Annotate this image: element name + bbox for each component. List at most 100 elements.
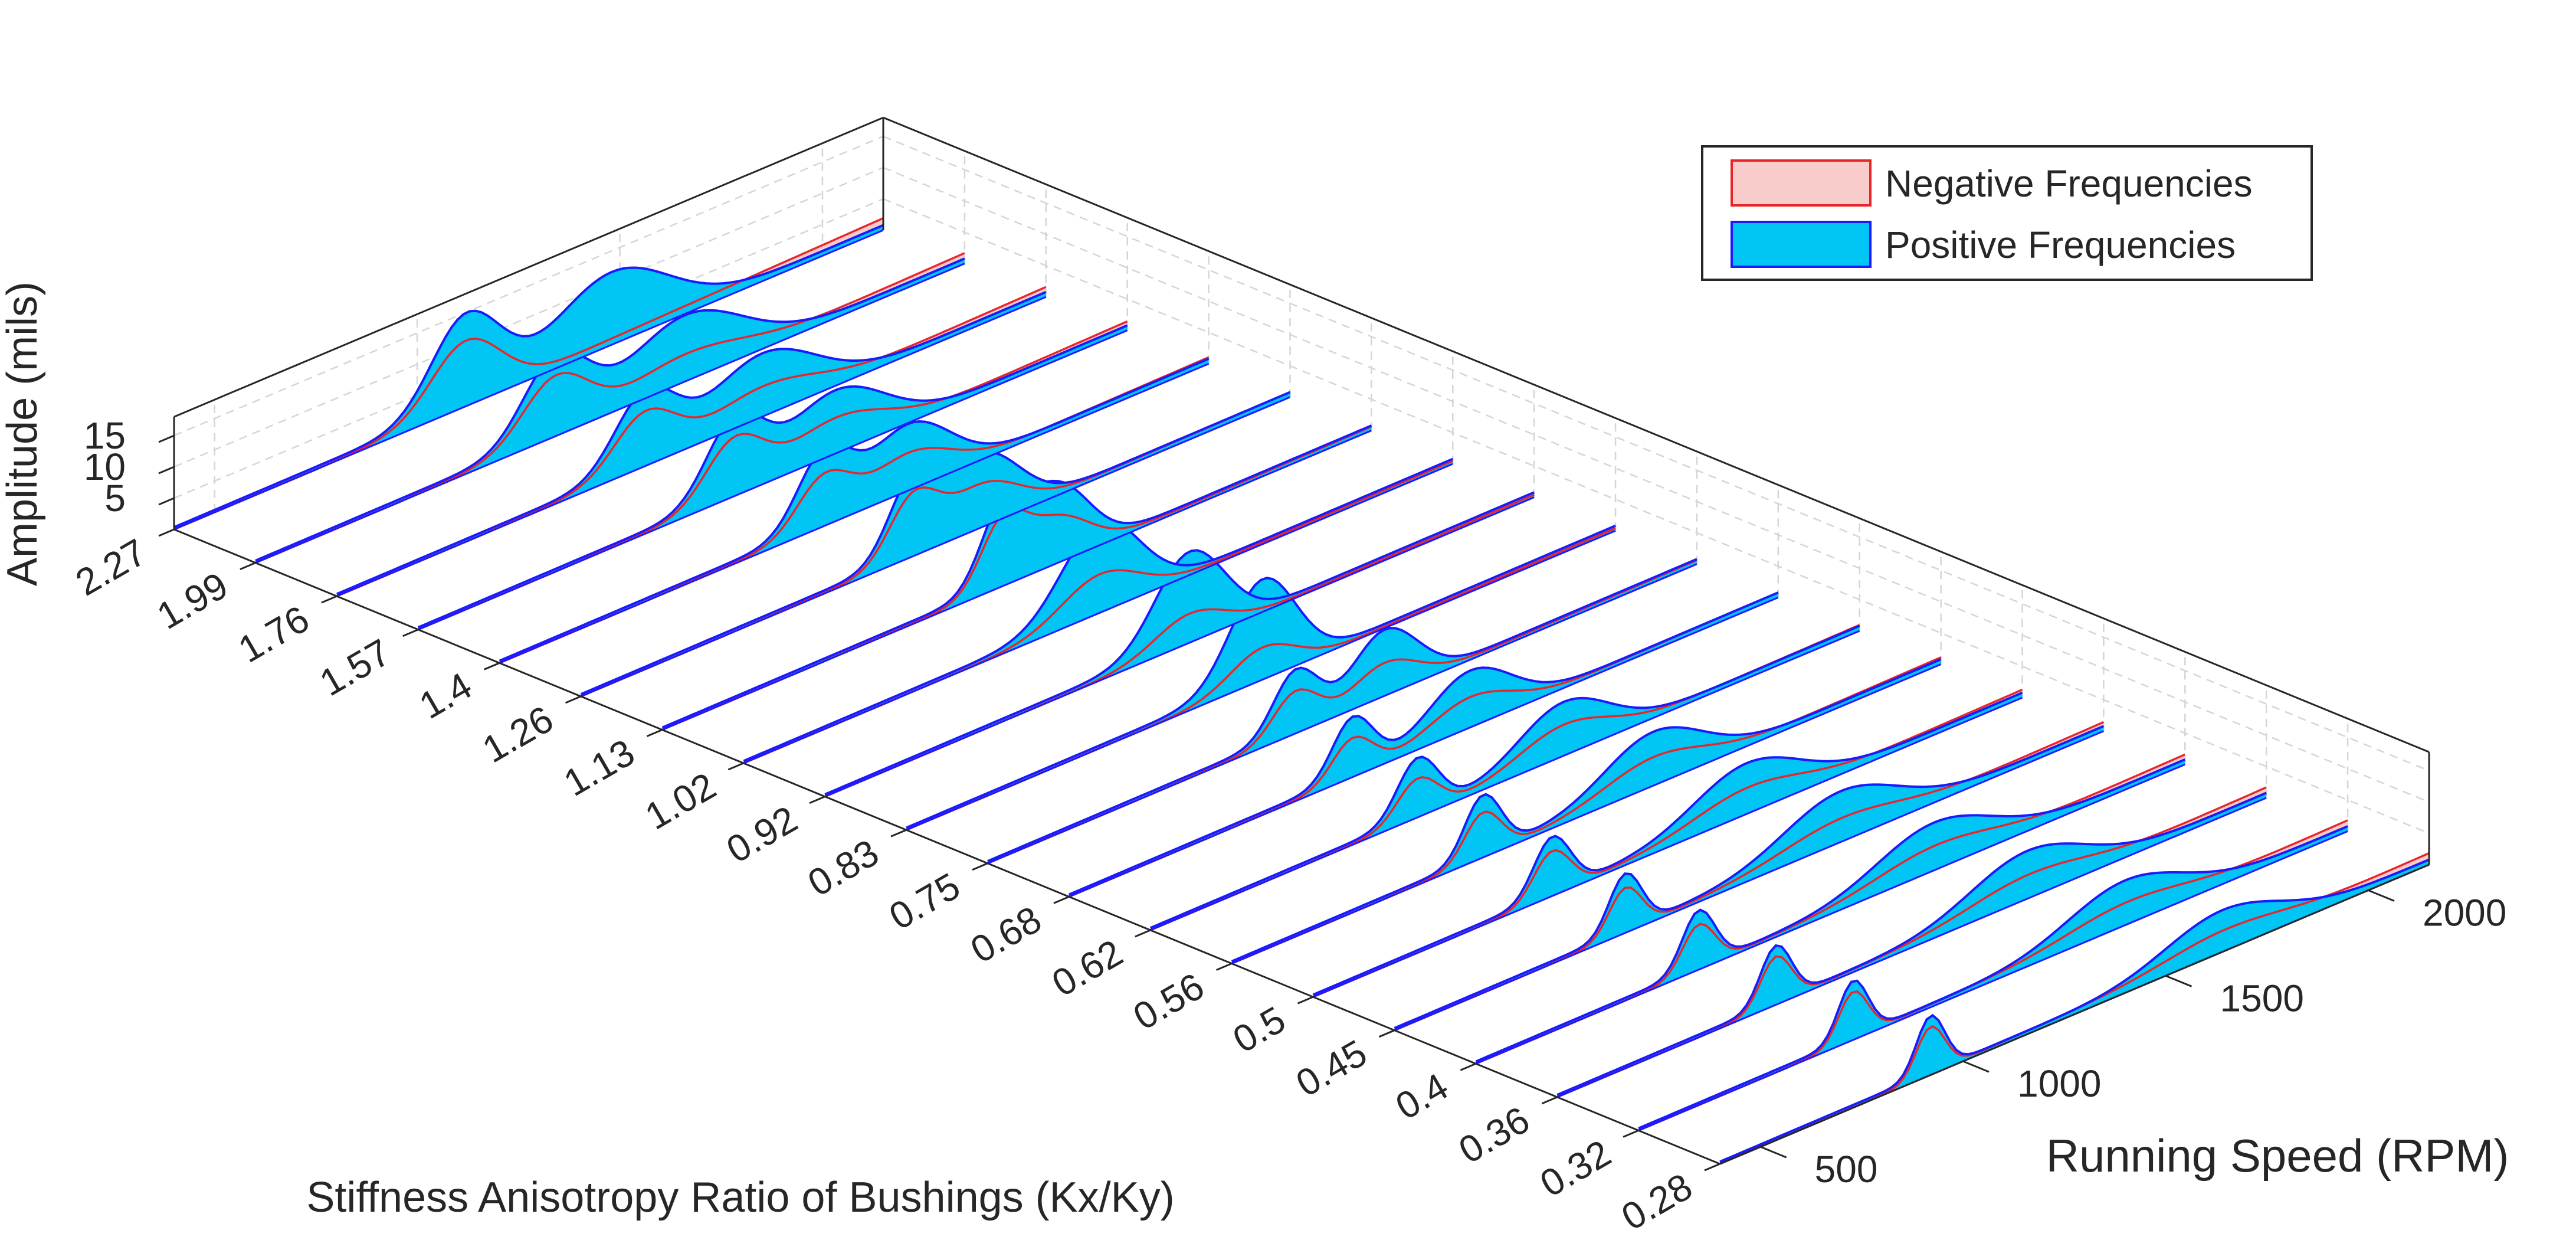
slice-baseline xyxy=(1638,830,2348,1131)
slice-positive-line xyxy=(417,324,1128,629)
x-tick-label: 1.99 xyxy=(150,564,235,637)
slice-baseline xyxy=(1394,730,2105,1032)
slice-positive-line xyxy=(1556,791,2267,1096)
z-axis-title: Amplitude (mils) xyxy=(0,282,46,586)
y-tick-label: 1500 xyxy=(2220,977,2304,1019)
back-wall-top-edge xyxy=(883,116,2430,753)
x-tick xyxy=(1216,963,1233,971)
x-tick xyxy=(646,729,663,737)
z-tick xyxy=(158,497,175,506)
grid-left-wall-amplitude xyxy=(173,135,884,437)
x-tick xyxy=(1541,1096,1558,1105)
slice-baseline xyxy=(418,329,1128,631)
slice-baseline xyxy=(1150,630,1860,931)
slice-positive-line xyxy=(1638,825,2348,1130)
x-tick-label: 0.36 xyxy=(1451,1098,1536,1172)
x-tick xyxy=(809,796,825,804)
left-wall-top-edge xyxy=(173,116,884,418)
slice-baseline xyxy=(499,362,1210,664)
x-tick-label: 0.56 xyxy=(1126,964,1211,1038)
slice-baseline xyxy=(1312,696,2023,998)
slice-baseline xyxy=(1556,797,2267,1098)
slice-positive-area xyxy=(1720,859,2429,1164)
x-tick xyxy=(1623,1130,1639,1138)
slice-positive-line xyxy=(1475,758,2186,1063)
legend: Negative Frequencies Positive Frequencie… xyxy=(1701,145,2313,281)
x-tick-label: 1.13 xyxy=(556,731,641,804)
slice-positive-line xyxy=(499,357,1210,662)
slice-positive-line xyxy=(173,224,884,529)
slice-baseline xyxy=(661,430,1372,731)
slice-baseline xyxy=(580,396,1291,698)
y-axis-line xyxy=(1719,863,2430,1165)
x-tick xyxy=(1297,996,1314,1005)
x-tick xyxy=(402,629,419,637)
slice-baseline xyxy=(824,496,1535,798)
legend-swatch-negative xyxy=(1731,159,1872,207)
x-tick xyxy=(1135,929,1151,938)
slice-baseline xyxy=(336,296,1047,597)
slice-baseline xyxy=(173,229,884,531)
x-tick xyxy=(321,595,337,604)
x-tick-label: 1.76 xyxy=(231,597,316,671)
slice-positive-line xyxy=(987,558,1697,862)
x-tick-label: 0.68 xyxy=(963,898,1048,971)
labels-layer: 2.271.991.761.57 1.41.261.131.020.920.830… xyxy=(68,414,2506,1238)
x-tick-label: 1.57 xyxy=(313,631,398,705)
x-tick-label: 0.83 xyxy=(801,831,886,905)
grid-left-wall-amplitude xyxy=(173,166,884,468)
slice-positive-line xyxy=(1312,691,2023,996)
x-tick xyxy=(240,562,256,570)
x-tick xyxy=(972,862,988,871)
z-tick-label: 10 xyxy=(84,446,126,488)
y-axis-title: Running Speed (RPM) xyxy=(2046,1130,2509,1182)
x-tick-label: 0.75 xyxy=(882,865,967,938)
x-tick xyxy=(1378,1029,1395,1038)
slice-positive-line xyxy=(1394,725,2105,1029)
x-tick-label: 1.02 xyxy=(638,764,723,838)
x-tick xyxy=(1053,895,1070,904)
slice-baseline xyxy=(255,263,965,564)
y-tick xyxy=(1760,1146,1787,1159)
z-tick-label: 5 xyxy=(104,477,126,519)
x-tick xyxy=(890,829,907,837)
x-tick xyxy=(727,762,744,771)
slice-positive-line xyxy=(906,524,1616,829)
z-tick-label: 15 xyxy=(84,414,126,457)
y-tick-label: 1000 xyxy=(2017,1062,2101,1105)
x-tick-label: 0.32 xyxy=(1533,1131,1618,1205)
z-tick xyxy=(158,434,175,443)
x-tick-label: 0.92 xyxy=(719,797,804,871)
y-tick xyxy=(2368,889,2395,902)
x-tick xyxy=(565,695,582,704)
slice-baseline xyxy=(906,529,1616,831)
x-axis-line xyxy=(173,528,1720,1165)
x-tick xyxy=(158,528,175,537)
slice-baseline xyxy=(987,563,1697,865)
slice-positive-line xyxy=(1231,658,1942,963)
x-tick xyxy=(1704,1163,1720,1172)
slice-positive-line xyxy=(336,290,1047,596)
x-tick xyxy=(483,662,500,670)
slice-baseline xyxy=(1475,763,2185,1065)
axes-layer xyxy=(158,116,2430,1172)
legend-label-negative: Negative Frequencies xyxy=(1885,162,2253,205)
x-tick-label: 0.62 xyxy=(1045,931,1130,1005)
x-tick-label: 0.28 xyxy=(1614,1165,1699,1239)
legend-swatch-positive xyxy=(1731,221,1872,268)
x-tick-label: 2.27 xyxy=(68,531,153,604)
y-tick xyxy=(1962,1060,1990,1073)
slice-baseline xyxy=(1069,596,1779,898)
x-tick-label: 0.4 xyxy=(1388,1065,1455,1128)
slice-positive-line xyxy=(824,491,1535,796)
slice-baseline xyxy=(743,463,1453,764)
slice-positive-line xyxy=(1719,858,2430,1163)
grid-back-wall-amplitude xyxy=(883,198,2430,835)
z-tick xyxy=(158,466,175,475)
grid-back-wall-amplitude xyxy=(883,166,2430,803)
slices-layer xyxy=(173,217,2430,1165)
slice-positive-line xyxy=(1069,591,1779,896)
x-tick-label: 1.4 xyxy=(412,664,479,727)
